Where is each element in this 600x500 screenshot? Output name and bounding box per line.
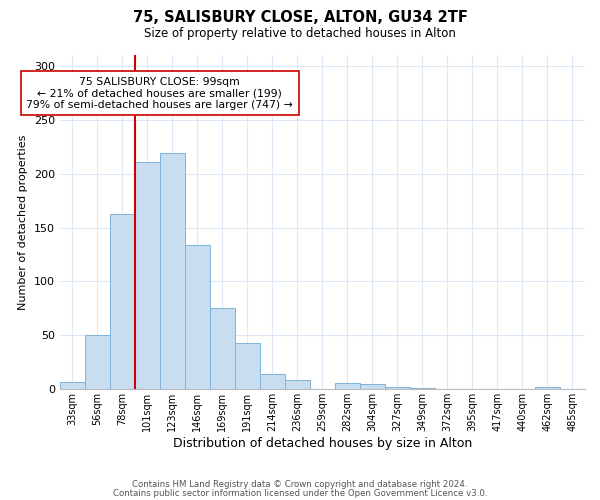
Text: Contains HM Land Registry data © Crown copyright and database right 2024.: Contains HM Land Registry data © Crown c… [132, 480, 468, 489]
Bar [60, 382, 85, 390]
Bar [410, 388, 435, 390]
Bar [110, 214, 135, 390]
Bar [160, 153, 185, 390]
Bar [535, 387, 560, 390]
Bar [385, 387, 410, 390]
Bar [335, 383, 360, 390]
Bar [235, 343, 260, 390]
Bar [135, 162, 160, 390]
Bar [210, 308, 235, 390]
Bar [260, 374, 285, 390]
Text: Size of property relative to detached houses in Alton: Size of property relative to detached ho… [144, 28, 456, 40]
X-axis label: Distribution of detached houses by size in Alton: Distribution of detached houses by size … [173, 437, 472, 450]
Text: 75, SALISBURY CLOSE, ALTON, GU34 2TF: 75, SALISBURY CLOSE, ALTON, GU34 2TF [133, 10, 467, 25]
Bar [185, 245, 210, 390]
Bar [285, 380, 310, 390]
Text: 75 SALISBURY CLOSE: 99sqm
← 21% of detached houses are smaller (199)
79% of semi: 75 SALISBURY CLOSE: 99sqm ← 21% of detac… [26, 76, 293, 110]
Bar [85, 336, 110, 390]
Text: Contains public sector information licensed under the Open Government Licence v3: Contains public sector information licen… [113, 488, 487, 498]
Bar [360, 384, 385, 390]
Y-axis label: Number of detached properties: Number of detached properties [18, 134, 28, 310]
